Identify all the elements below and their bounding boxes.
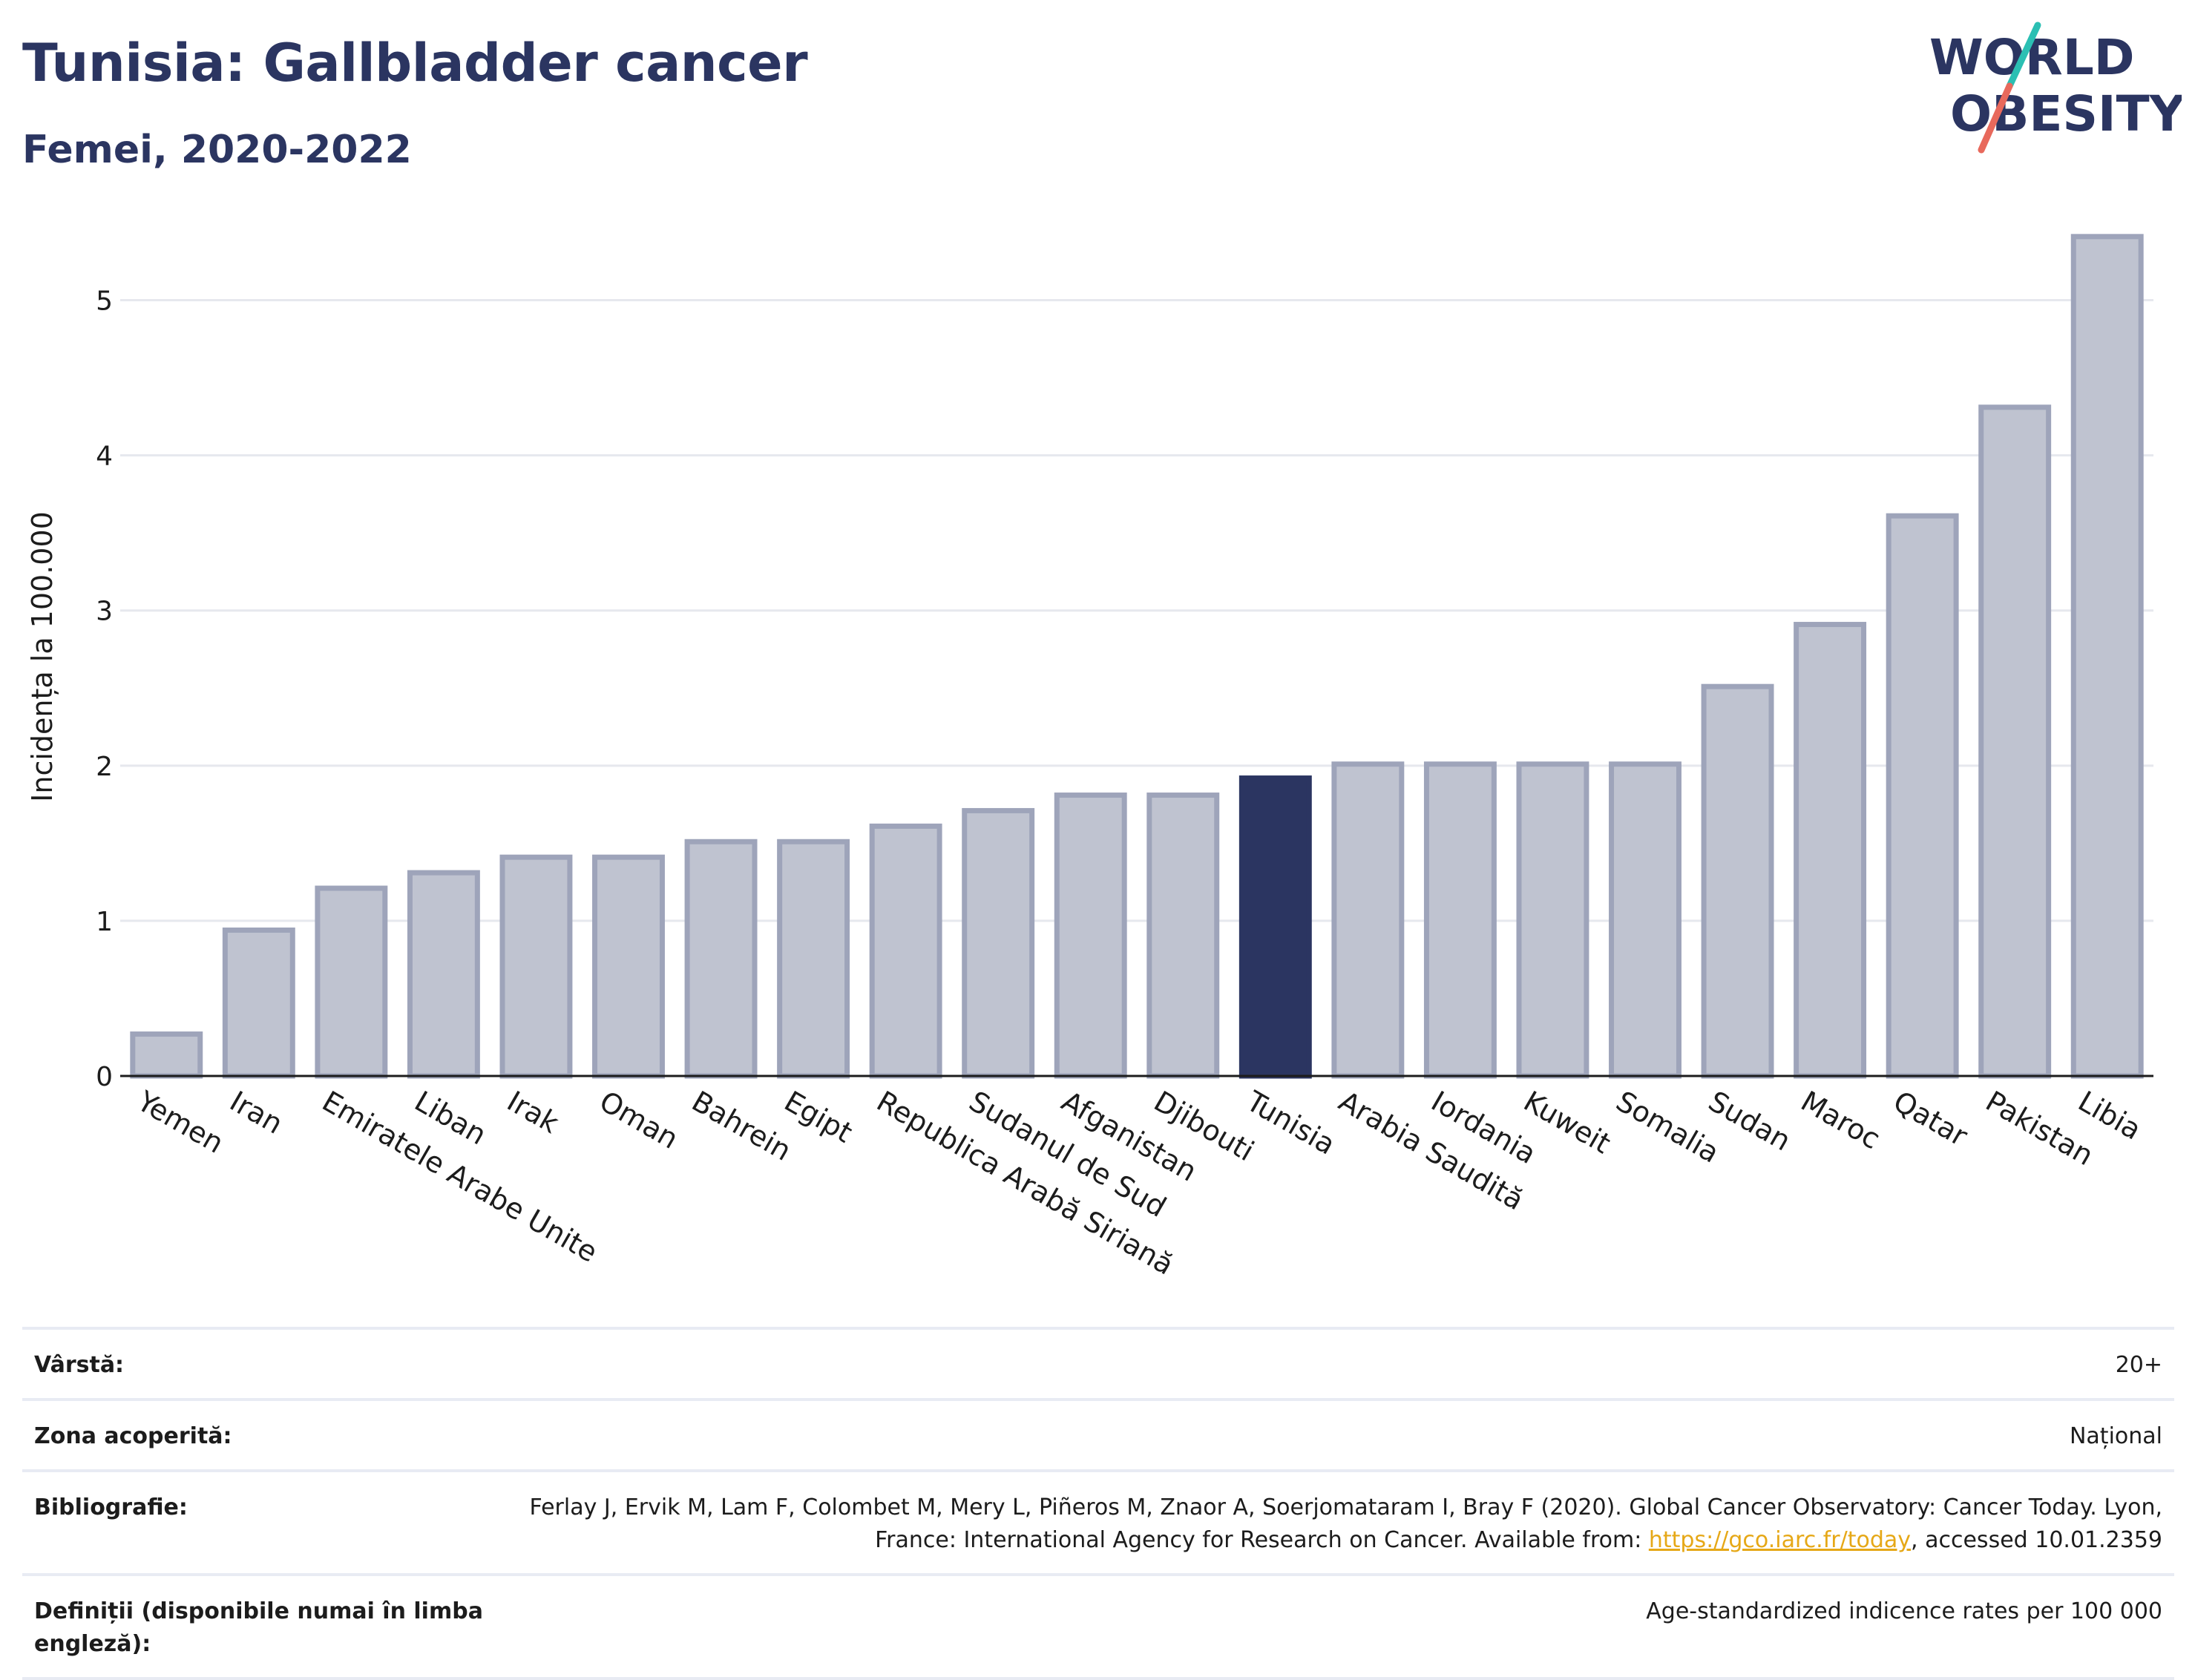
bar	[1423, 761, 1497, 1079]
y-axis-title: Incidența la 100.000	[26, 511, 59, 802]
y-tick-label: 3	[96, 597, 113, 627]
x-tick-label: Bahrein	[686, 1085, 797, 1167]
page-subtitle: Femei, 2020-2022	[22, 128, 412, 172]
bar	[684, 839, 758, 1079]
bibliography-label: Bibliografie:	[34, 1494, 188, 1520]
bar	[499, 854, 573, 1079]
bibliography-value: Ferlay J, Ervik M, Lam F, Colombet M, Me…	[509, 1492, 2162, 1557]
x-tick-label: Oman	[594, 1085, 684, 1155]
bar	[592, 854, 665, 1079]
meta-row-coverage: Zona acoperită: Național	[22, 1401, 2174, 1472]
bar	[777, 839, 850, 1079]
definitions-value: Age-standardized indicence rates per 100…	[1646, 1598, 2162, 1624]
meta-row-definitions: Definiții (disponibile numai în limba en…	[22, 1576, 2174, 1680]
bar	[222, 927, 295, 1079]
bar	[962, 807, 1035, 1079]
bar	[130, 1031, 203, 1079]
metadata-table: Vârstă: 20+ Zona acoperită: Național Bib…	[22, 1327, 2174, 1680]
x-tick-label: Somalia	[1611, 1085, 1725, 1169]
bar	[1978, 404, 2052, 1079]
coverage-label: Zona acoperită:	[34, 1423, 232, 1449]
x-tick-label: Irak	[502, 1085, 564, 1140]
bar	[1886, 513, 1959, 1079]
y-tick-label: 0	[96, 1062, 113, 1092]
chart-bars	[130, 234, 2144, 1079]
bar	[1331, 761, 1405, 1079]
bibliography-accessed: , accessed 10.01.2359	[1911, 1527, 2162, 1553]
meta-row-age: Vârstă: 20+	[22, 1330, 2174, 1401]
y-tick-label: 2	[96, 752, 113, 782]
bar	[1794, 622, 1867, 1079]
coverage-value: Național	[2069, 1423, 2162, 1449]
bar	[1701, 683, 1774, 1079]
age-label: Vârstă:	[34, 1352, 125, 1378]
bar	[2070, 234, 2144, 1079]
bar	[1238, 775, 1312, 1079]
logo-slash-coral	[1978, 82, 2013, 154]
meta-row-bibliography: Bibliografie: Ferlay J, Ervik M, Lam F, …	[22, 1472, 2174, 1576]
world-obesity-logo: WORLD OBESITY	[1929, 22, 2182, 154]
x-tick-label: Yemen	[131, 1084, 229, 1160]
bar	[1146, 793, 1220, 1079]
x-tick-label: Iran	[224, 1085, 288, 1141]
page-title: Tunisia: Gallbladder cancer	[22, 33, 808, 93]
x-tick-label: Qatar	[1888, 1085, 1973, 1153]
x-tick-label: Maroc	[1796, 1085, 1886, 1156]
definitions-label: Definiții (disponibile numai în limba en…	[34, 1598, 483, 1657]
bar	[1609, 761, 1681, 1079]
bibliography-text: Ferlay J, Ervik M, Lam F, Colombet M, Me…	[529, 1494, 2162, 1553]
bar	[869, 823, 942, 1079]
age-value: 20+	[2115, 1352, 2162, 1378]
y-axis-ticks: 0 1 2 3 4 5	[96, 286, 113, 1092]
bar	[315, 885, 388, 1079]
y-tick-label: 1	[96, 907, 113, 937]
y-tick-label: 4	[96, 442, 113, 472]
y-tick-label: 5	[96, 286, 113, 317]
bibliography-link[interactable]: https://gco.iarc.fr/today	[1648, 1527, 1912, 1553]
bar	[1054, 793, 1127, 1079]
bar	[407, 870, 480, 1079]
x-tick-label: Tunisia	[1240, 1084, 1340, 1161]
bar	[1516, 761, 1589, 1079]
logo-slash-teal	[2006, 22, 2041, 90]
